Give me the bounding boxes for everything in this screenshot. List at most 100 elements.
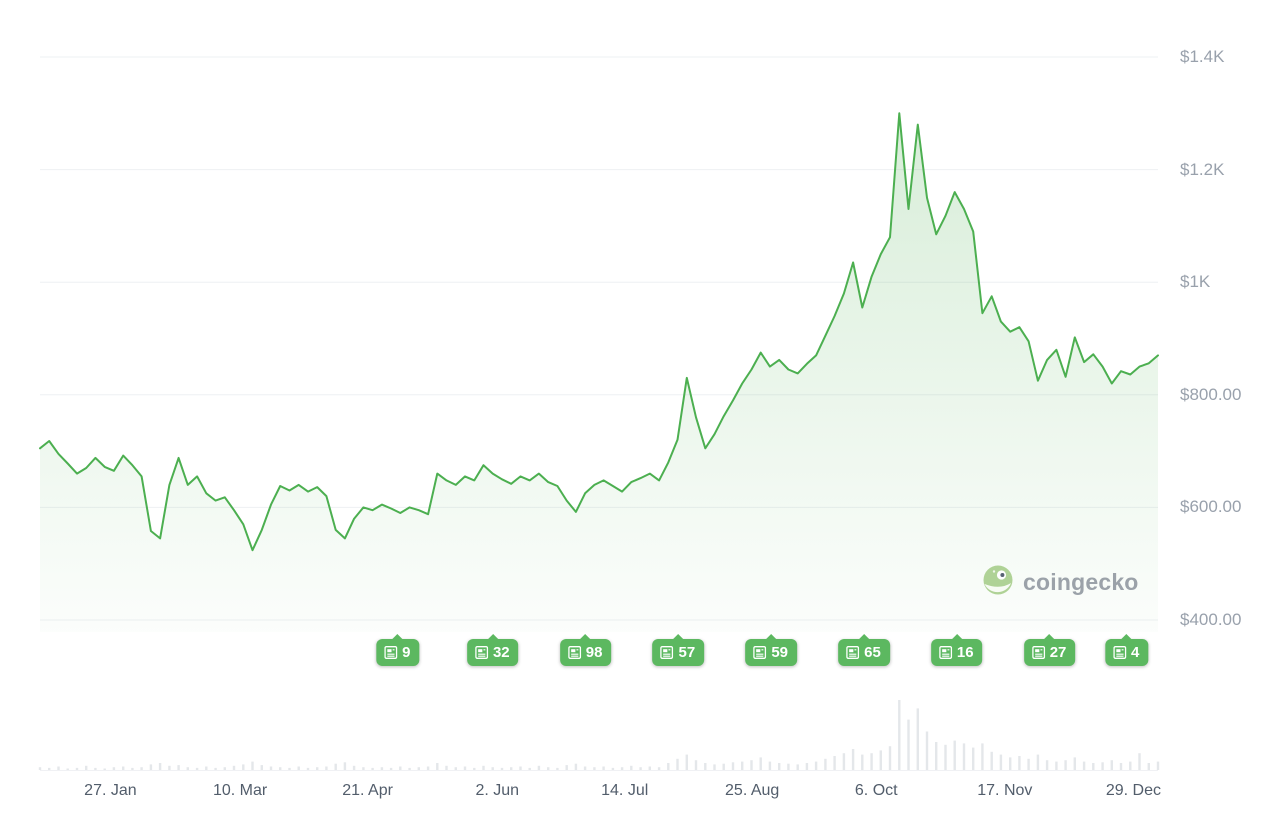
volume-bar bbox=[861, 754, 864, 770]
news-badge-16[interactable]: 16 bbox=[930, 639, 983, 666]
volume-bar bbox=[879, 750, 882, 770]
x-axis-label: 21. Apr bbox=[342, 782, 393, 799]
volume-bar bbox=[1009, 757, 1012, 770]
volume-bar bbox=[935, 742, 938, 770]
volume-bar bbox=[112, 767, 116, 770]
volume-bar bbox=[195, 767, 199, 770]
coingecko-wordmark: coingecko bbox=[1023, 569, 1139, 595]
volume-bar bbox=[648, 766, 651, 770]
volume-bar bbox=[436, 763, 439, 770]
volume-bar bbox=[1082, 761, 1086, 770]
volume-bar bbox=[1018, 756, 1021, 770]
volume-bar bbox=[1129, 761, 1132, 770]
news-badge-65[interactable]: 65 bbox=[838, 639, 890, 666]
news-badge-4[interactable]: 4 bbox=[1105, 639, 1149, 666]
volume-bar bbox=[214, 767, 217, 770]
news-badge-9[interactable]: 9 bbox=[376, 639, 420, 666]
volume-bar bbox=[343, 762, 347, 770]
volume-bar bbox=[158, 763, 162, 770]
volume-bar bbox=[833, 756, 836, 770]
volume-bar bbox=[953, 740, 956, 770]
news-badge-count: 16 bbox=[956, 644, 974, 661]
volume-bar bbox=[399, 766, 402, 770]
x-axis-label: 10. Mar bbox=[212, 782, 268, 799]
volume-bar bbox=[574, 763, 578, 770]
x-axis-label: 14. Jul bbox=[601, 782, 649, 799]
volume-bar bbox=[380, 767, 384, 770]
volume-bar bbox=[38, 767, 42, 770]
volume-bar bbox=[297, 766, 300, 770]
volume-bar bbox=[94, 767, 97, 770]
x-axis-label: 2. Jun bbox=[475, 782, 520, 799]
volume-bar bbox=[66, 768, 69, 770]
y-axis-label: $1.4K bbox=[1180, 47, 1225, 66]
news-badge-count: 59 bbox=[771, 644, 789, 661]
volume-bar bbox=[131, 767, 134, 770]
newspaper-icon bbox=[938, 646, 952, 659]
volume-bar bbox=[85, 765, 88, 770]
volume-bar bbox=[676, 758, 679, 770]
volume-bar bbox=[205, 766, 208, 770]
volume-bar bbox=[389, 767, 393, 770]
volume-bar bbox=[491, 767, 494, 770]
volume-bar bbox=[731, 762, 735, 770]
volume-bar bbox=[140, 767, 143, 770]
volume-bar bbox=[528, 767, 531, 770]
news-badge-59[interactable]: 59 bbox=[745, 639, 798, 666]
y-axis-label: $600.00 bbox=[1180, 497, 1242, 517]
volume-bar bbox=[223, 767, 226, 770]
volume-bar bbox=[704, 763, 707, 770]
volume-bar bbox=[870, 753, 873, 770]
volume-bar bbox=[371, 767, 374, 770]
newspaper-icon bbox=[1031, 646, 1045, 659]
volume-bar bbox=[510, 767, 513, 770]
volume-bar bbox=[426, 766, 430, 770]
volume-bar bbox=[556, 767, 559, 770]
volume-bar bbox=[75, 767, 79, 770]
volume-bar bbox=[768, 761, 772, 770]
y-axis-label: $1K bbox=[1180, 272, 1211, 292]
volume-bar bbox=[1055, 761, 1058, 770]
volume-bar bbox=[685, 754, 688, 770]
volume-bar bbox=[916, 708, 919, 770]
x-axis-label: 6. Oct bbox=[854, 782, 898, 799]
coingecko-logo-icon bbox=[982, 564, 1014, 601]
volume-bar bbox=[805, 763, 809, 770]
news-badge-count: 4 bbox=[1131, 644, 1140, 661]
volume-bar bbox=[972, 747, 975, 770]
volume-bar bbox=[1027, 758, 1030, 770]
news-badge-27[interactable]: 27 bbox=[1023, 639, 1076, 666]
price-line[interactable] bbox=[39, 112, 1159, 552]
volume-bar bbox=[898, 700, 901, 770]
news-badge-98[interactable]: 98 bbox=[559, 639, 612, 666]
volume-bar bbox=[177, 765, 180, 770]
x-axis-label: 29. Dec bbox=[1105, 782, 1161, 799]
volume-bar bbox=[352, 765, 356, 770]
news-badge-57[interactable]: 57 bbox=[652, 639, 705, 666]
volume-bar bbox=[1156, 761, 1160, 770]
newspaper-icon bbox=[660, 646, 674, 659]
volume-bar bbox=[1073, 757, 1076, 770]
volume-bar bbox=[334, 763, 337, 770]
newspaper-icon bbox=[384, 646, 398, 659]
volume-bar bbox=[907, 719, 910, 770]
volume-bar bbox=[519, 766, 522, 770]
volume-bar bbox=[565, 765, 568, 770]
volume-bar bbox=[316, 767, 319, 770]
y-axis-label: $1.2K bbox=[1180, 159, 1225, 179]
volume-bar bbox=[842, 753, 846, 770]
volume-bar bbox=[168, 765, 171, 770]
volume-bar bbox=[713, 764, 716, 770]
news-badge-32[interactable]: 32 bbox=[466, 639, 519, 666]
volume-bar bbox=[1045, 760, 1049, 770]
volume-bar bbox=[242, 764, 245, 770]
news-badge-count: 57 bbox=[678, 644, 696, 661]
volume-bar bbox=[814, 761, 818, 770]
volume-bar bbox=[796, 764, 799, 770]
volume-bar bbox=[1092, 763, 1095, 770]
volume-bar bbox=[722, 763, 725, 770]
volume-bar bbox=[667, 763, 670, 770]
volume-bar bbox=[741, 761, 744, 770]
volume-bar bbox=[122, 766, 125, 770]
